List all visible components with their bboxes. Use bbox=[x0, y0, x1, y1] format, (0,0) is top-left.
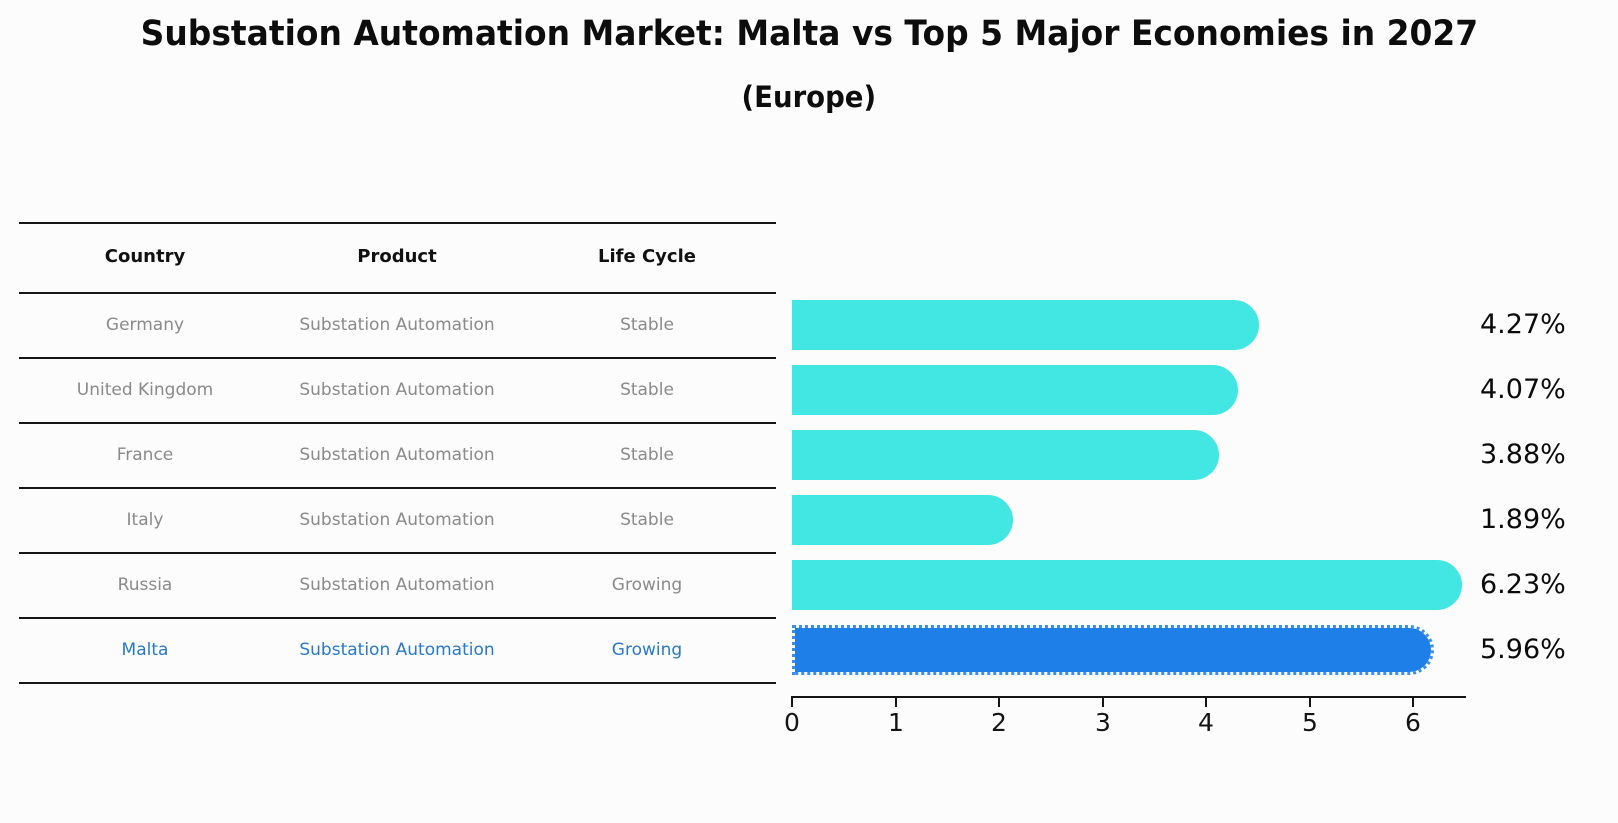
column-header-product: Product bbox=[357, 246, 437, 267]
x-axis-tick-label: 1 bbox=[888, 708, 904, 737]
cell-country: Germany bbox=[105, 315, 185, 335]
cell-country: United Kingdom bbox=[76, 380, 214, 400]
cell-product: Substation Automation bbox=[299, 510, 495, 530]
bar-malta bbox=[792, 625, 1434, 675]
value-label-russia: 6.23% bbox=[1480, 569, 1566, 600]
table-divider bbox=[19, 222, 776, 224]
page-title-text: Substation Automation Market: Malta vs T… bbox=[140, 14, 1478, 54]
cell-country: France bbox=[116, 445, 174, 465]
cell-product: Substation Automation bbox=[299, 640, 495, 660]
cell-country: Malta bbox=[121, 640, 169, 660]
table-divider bbox=[19, 552, 776, 554]
cell-life-cycle: Stable bbox=[620, 510, 674, 530]
x-axis-tick-label: 2 bbox=[991, 708, 1007, 737]
x-axis-tick-label: 5 bbox=[1302, 708, 1318, 737]
bar-germany bbox=[792, 300, 1259, 350]
x-axis-tick-label: 4 bbox=[1198, 708, 1214, 737]
value-label-germany: 4.27% bbox=[1480, 309, 1566, 340]
value-label-malta: 5.96% bbox=[1480, 634, 1566, 665]
cell-product: Substation Automation bbox=[299, 380, 495, 400]
x-axis-tick bbox=[1412, 698, 1414, 707]
cell-product: Substation Automation bbox=[299, 315, 495, 335]
cell-life-cycle: Stable bbox=[620, 445, 674, 465]
x-axis-tick bbox=[895, 698, 897, 707]
page-subtitle: (Europe) bbox=[0, 80, 1618, 114]
x-axis-tick-label: 6 bbox=[1405, 708, 1421, 737]
page-title: Substation Automation Market: Malta vs T… bbox=[0, 14, 1618, 54]
value-label-united-kingdom: 4.07% bbox=[1480, 374, 1566, 405]
table-divider bbox=[19, 422, 776, 424]
cell-life-cycle: Stable bbox=[620, 315, 674, 335]
table-divider bbox=[19, 682, 776, 684]
bar-united-kingdom bbox=[792, 365, 1239, 415]
bar-russia bbox=[792, 560, 1462, 610]
table-divider bbox=[19, 357, 776, 359]
x-axis-tick-label: 0 bbox=[784, 708, 800, 737]
column-header-country: Country bbox=[104, 246, 186, 267]
x-axis-tick bbox=[1102, 698, 1104, 707]
table-divider bbox=[19, 617, 776, 619]
x-axis-line bbox=[791, 696, 1466, 698]
cell-life-cycle: Growing bbox=[611, 575, 683, 595]
page-subtitle-text: (Europe) bbox=[741, 80, 877, 114]
x-axis-tick bbox=[1205, 698, 1207, 707]
x-axis-tick bbox=[998, 698, 1000, 707]
x-axis-tick-label: 3 bbox=[1095, 708, 1111, 737]
x-axis-tick bbox=[791, 698, 793, 707]
value-label-france: 3.88% bbox=[1480, 439, 1566, 470]
cell-life-cycle: Growing bbox=[611, 640, 683, 660]
cell-product: Substation Automation bbox=[299, 445, 495, 465]
table-divider bbox=[19, 292, 776, 294]
cell-life-cycle: Stable bbox=[620, 380, 674, 400]
column-header-life-cycle: Life Cycle bbox=[598, 246, 696, 267]
value-label-italy: 1.89% bbox=[1480, 504, 1566, 535]
bar-france bbox=[792, 430, 1219, 480]
bar-italy bbox=[792, 495, 1013, 545]
cell-country: Russia bbox=[117, 575, 173, 595]
x-axis-tick bbox=[1309, 698, 1311, 707]
cell-country: Italy bbox=[126, 510, 164, 530]
table-divider bbox=[19, 487, 776, 489]
cell-product: Substation Automation bbox=[299, 575, 495, 595]
